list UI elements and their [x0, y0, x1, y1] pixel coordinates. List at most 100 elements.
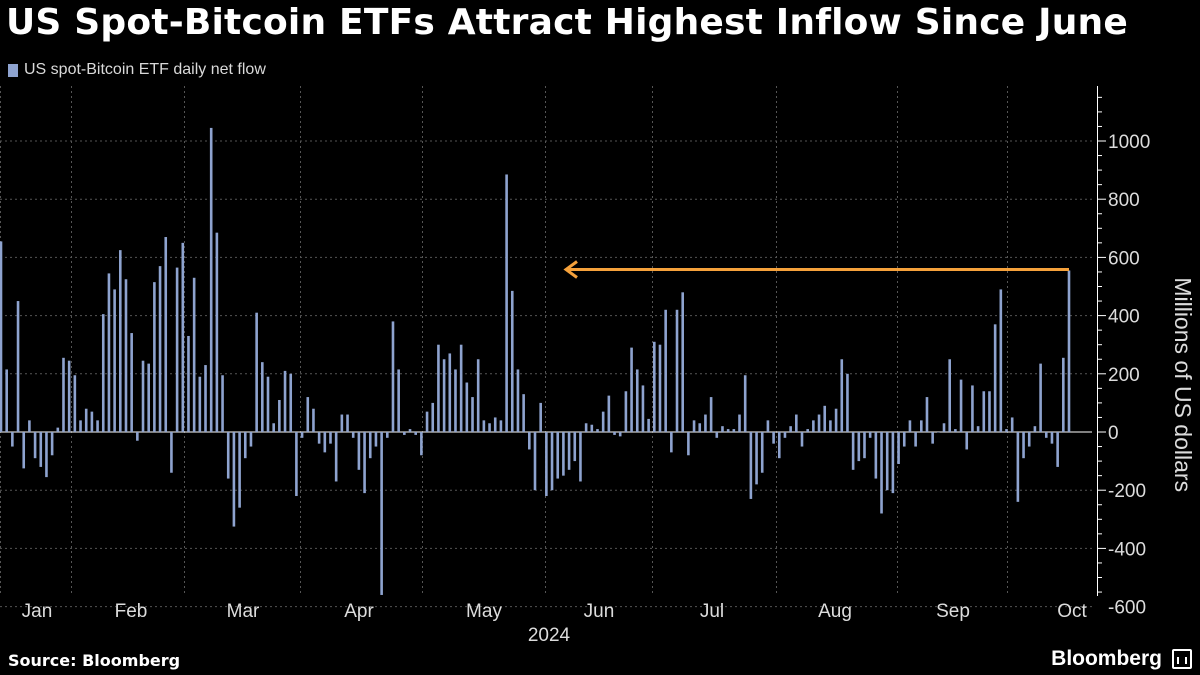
bar — [0, 241, 3, 432]
bar — [187, 335, 190, 432]
bar-chart: -600 -400 -200 0 200 400 600 800 1000 Millions of… — [0, 86, 1196, 644]
bar — [760, 432, 764, 473]
bar — [698, 423, 702, 432]
bar — [584, 423, 588, 432]
bar — [147, 363, 150, 432]
bar — [863, 432, 866, 459]
bar — [840, 359, 844, 432]
bar — [425, 411, 429, 432]
bar — [499, 420, 503, 432]
bar — [170, 432, 173, 473]
bar — [261, 362, 264, 432]
bar — [766, 420, 770, 432]
bar — [192, 277, 196, 432]
bar — [675, 309, 679, 432]
bar — [471, 397, 474, 432]
bar — [493, 417, 497, 432]
bar — [278, 399, 281, 432]
bar — [215, 232, 219, 432]
bar — [340, 414, 344, 432]
bar — [317, 432, 321, 444]
bar — [448, 353, 452, 432]
bar — [914, 432, 917, 447]
bar — [772, 432, 775, 444]
bar — [999, 289, 1003, 432]
bar — [363, 432, 366, 494]
x-tick-label: Mar — [227, 601, 260, 622]
y-tick-label: 600 — [1108, 248, 1140, 269]
bar — [624, 391, 628, 432]
bar — [420, 432, 423, 456]
bar — [596, 429, 599, 432]
bar — [374, 432, 378, 447]
bar — [16, 301, 20, 432]
bar — [130, 333, 133, 432]
bar — [721, 426, 724, 432]
bar — [948, 359, 951, 432]
bar — [613, 432, 616, 435]
legend: US spot-Bitcoin ETF daily net flow — [8, 61, 266, 79]
bar — [522, 394, 525, 432]
bar — [516, 369, 520, 432]
bar — [101, 314, 105, 432]
bar — [812, 420, 815, 432]
bar — [902, 432, 906, 447]
bar — [255, 312, 258, 432]
bar — [232, 432, 236, 527]
bar — [465, 382, 469, 432]
bar — [22, 432, 26, 469]
bar — [510, 290, 514, 432]
bar — [50, 432, 54, 456]
chart-title: US Spot-Bitcoin ETFs Attract Highest Inf… — [6, 2, 1129, 43]
bar — [630, 347, 633, 432]
bar — [67, 360, 71, 432]
bar — [62, 357, 65, 432]
bar — [658, 344, 662, 432]
bar — [726, 429, 730, 432]
bar — [56, 427, 60, 432]
bar — [954, 429, 957, 432]
x-tick-label: Jul — [700, 601, 724, 622]
bar — [982, 391, 986, 432]
bar — [90, 411, 94, 432]
bar — [885, 432, 889, 491]
bar — [1016, 432, 1020, 502]
bar — [937, 432, 940, 433]
bar — [579, 432, 582, 482]
bar — [209, 127, 213, 432]
bar — [141, 360, 145, 432]
bar — [84, 408, 88, 432]
bar — [368, 432, 372, 459]
bar — [221, 375, 224, 432]
bar — [272, 423, 275, 432]
bar — [874, 432, 878, 479]
bar — [476, 359, 480, 432]
bar — [403, 432, 406, 435]
bar — [323, 432, 327, 453]
bar — [653, 341, 656, 432]
bar — [545, 432, 548, 497]
bar — [664, 309, 667, 432]
legend-label: US spot-Bitcoin ETF daily net flow — [24, 61, 266, 78]
bar — [289, 373, 293, 432]
bar — [1044, 432, 1048, 438]
bar — [73, 375, 77, 432]
bar — [965, 432, 969, 450]
bar — [897, 432, 900, 465]
bar — [920, 420, 923, 432]
bar — [198, 376, 202, 432]
bar — [607, 395, 611, 433]
bar — [295, 432, 298, 497]
bar — [124, 279, 128, 432]
y-axis-label: Millions of US dollars — [1170, 277, 1196, 492]
y-tick-label: 0 — [1108, 423, 1119, 444]
bar — [670, 432, 673, 453]
bar — [454, 369, 457, 432]
x-tick-label: Oct — [1057, 601, 1087, 622]
bar — [306, 397, 310, 432]
bar — [829, 420, 832, 432]
bar — [749, 432, 753, 499]
bar — [39, 432, 43, 467]
bar — [164, 237, 168, 432]
y-tick-label: -400 — [1108, 539, 1146, 560]
